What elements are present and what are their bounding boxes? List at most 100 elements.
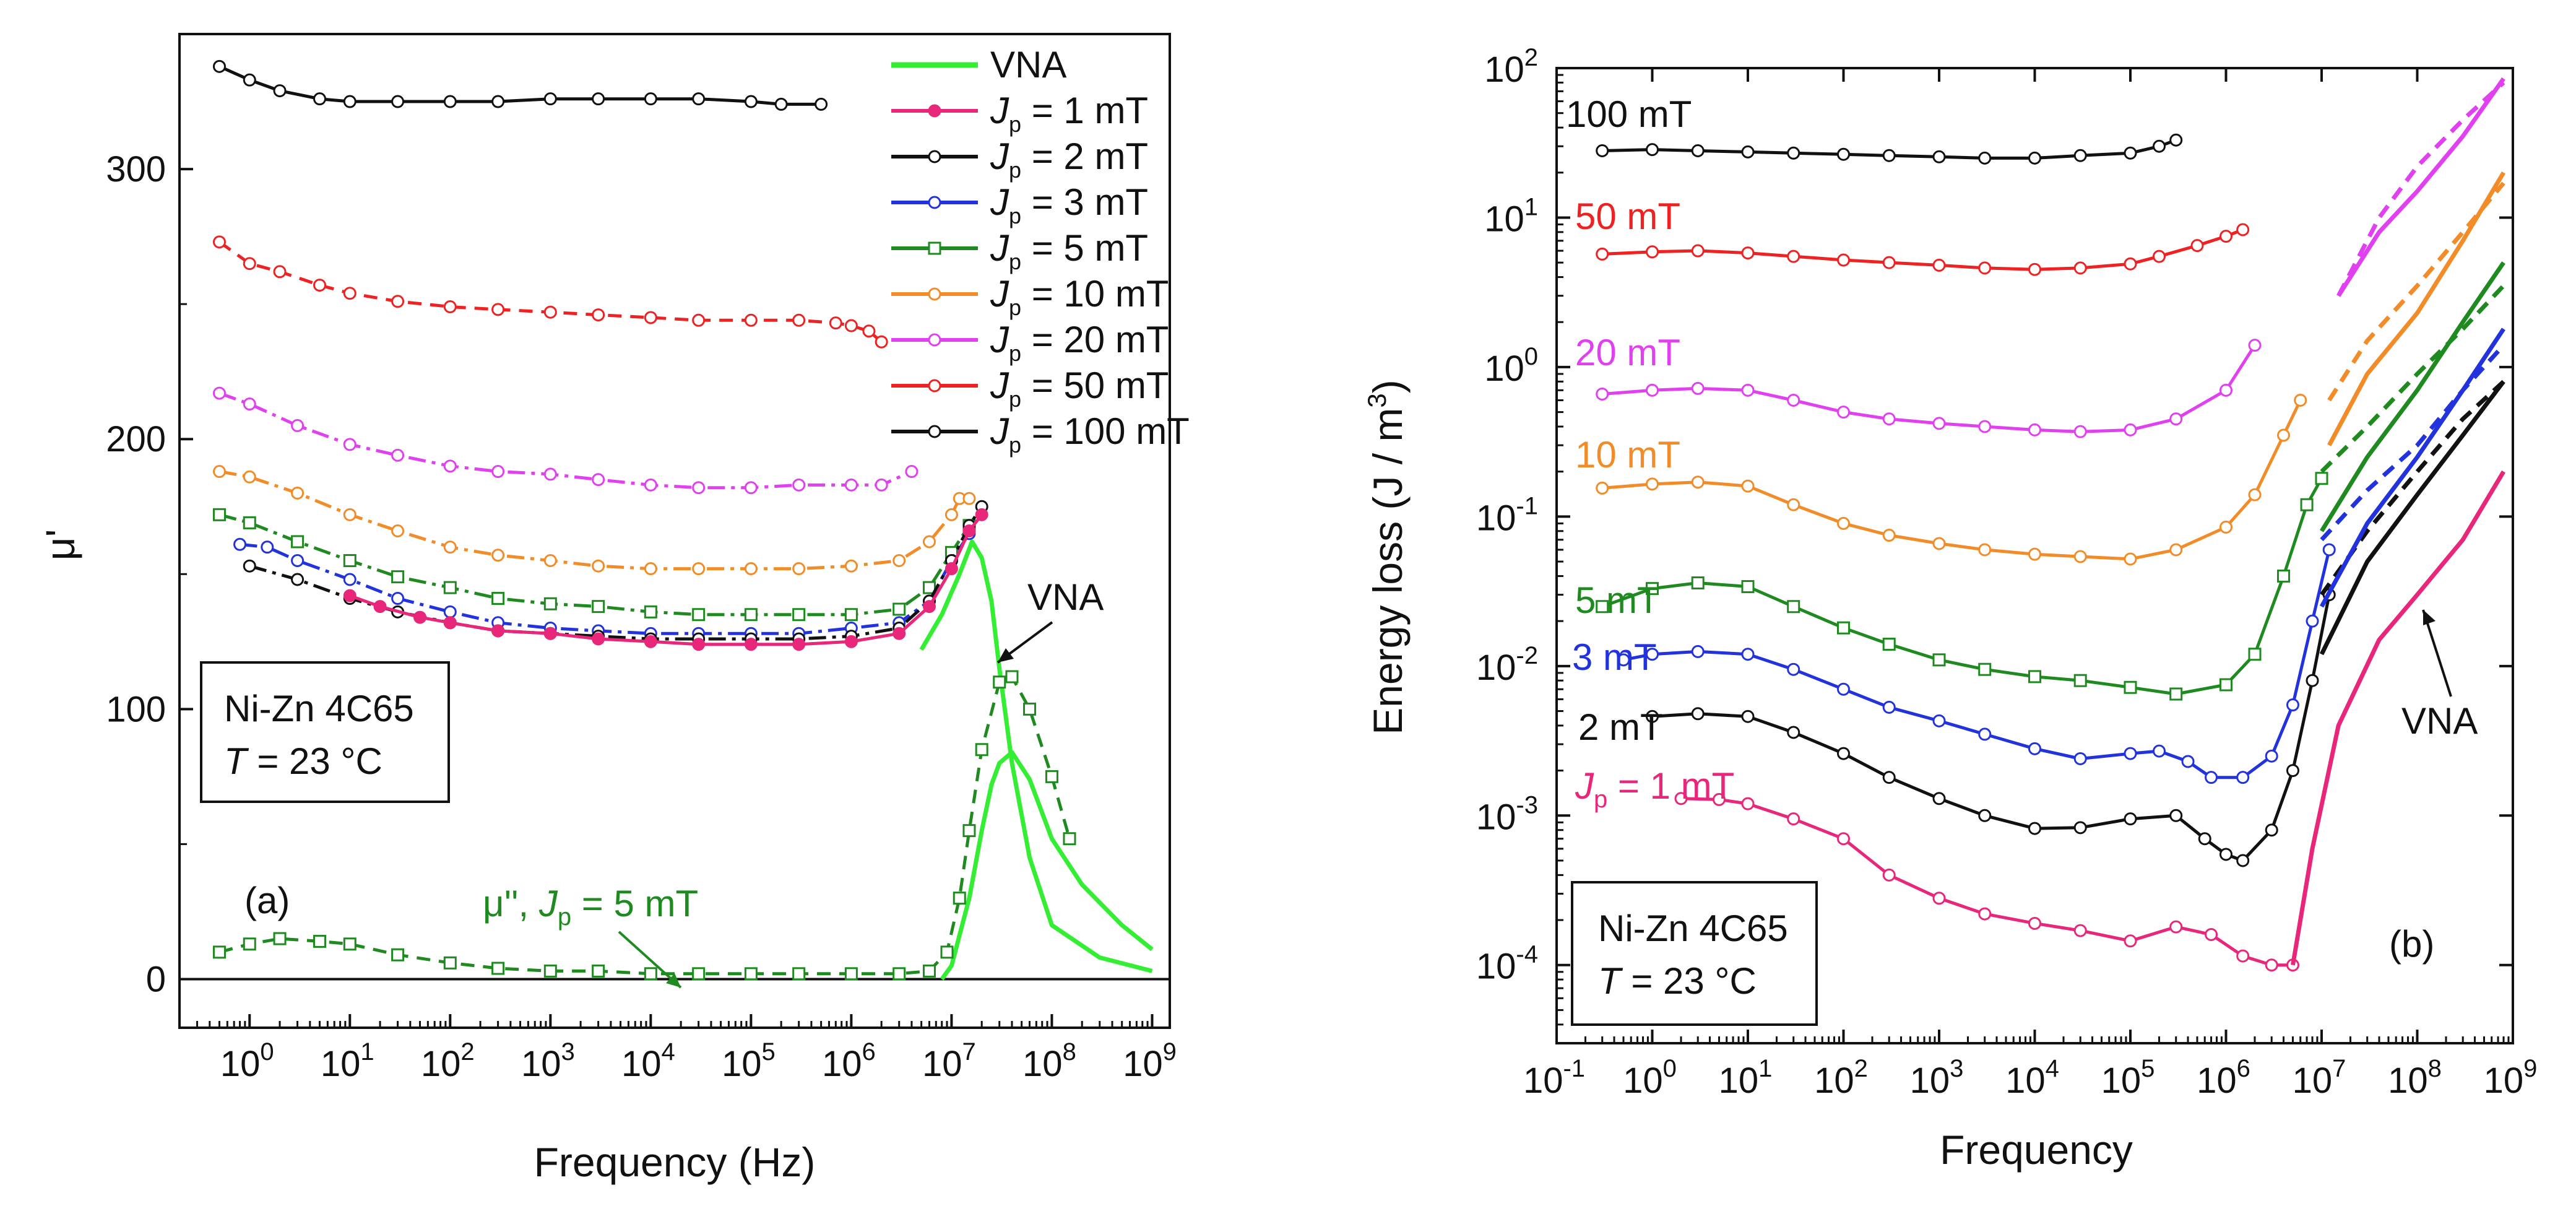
b-point-50-mt-7 — [1932, 258, 1946, 272]
a-point-jp-50-mt-9 — [592, 308, 605, 322]
b-series-10-vna-5-mt — [2320, 284, 2505, 474]
a-x-tick-label-0-exponent: 0 — [260, 1038, 274, 1066]
b-series-3-10-mt — [1596, 393, 2307, 566]
a-point-jp-5-mt-21 — [993, 675, 1006, 689]
b-point-2-mt-10 — [2124, 812, 2137, 826]
a-point-jp-5-mt-7 — [491, 961, 505, 975]
a-series-jp-2-mt — [243, 500, 988, 646]
b-point-10-mt-3 — [1741, 479, 1755, 493]
b-x-tick-label-9: 109 — [2484, 1055, 2538, 1101]
a-point-jp-5-mt-6 — [443, 956, 457, 970]
b-point-3-mt-14 — [2205, 771, 2218, 784]
panel-b-y-axis-label-sup: 3 — [1362, 393, 1391, 407]
a-legend-rest-4: = 5 mT — [1021, 227, 1148, 269]
panel-a-x-ticks: 100 101 102 103 104 105 106 107 108 109 — [178, 1014, 1177, 1084]
a-point-jp-20-mt-5 — [443, 459, 457, 473]
b-point-3-mt-2 — [1691, 645, 1705, 658]
panel-a-vna-arrow — [996, 621, 1053, 664]
b-x-tick-label-0: 100 — [1623, 1055, 1677, 1101]
a-x-tick-label-2-exponent: 2 — [460, 1038, 474, 1066]
a-point-jp-100-mt-13 — [774, 97, 788, 111]
b-x-tick-label-1: 101 — [1719, 1055, 1773, 1101]
a-legend-sub-6: p — [1009, 341, 1021, 366]
b-y-tick-label--1-base: 10 — [1476, 498, 1516, 538]
b-point-50-mt-4 — [1787, 250, 1800, 263]
a-point-jp-50-mt-17 — [875, 335, 888, 349]
a-point-jp-1-mt-5 — [543, 627, 557, 640]
a-x-tick-label-2-base: 10 — [421, 1044, 461, 1084]
a-x-tick-label-9-base: 10 — [1123, 1044, 1163, 1084]
b-point-2-mt-3 — [1787, 726, 1800, 739]
b-y-tick-label--2-exponent: -2 — [1516, 642, 1538, 669]
b-y-tick-label-2: 102 — [1484, 44, 1538, 90]
panel-b-plot-area — [1596, 77, 2506, 972]
a-point-jp-1-mt-1 — [373, 600, 387, 614]
a-legend-var-8: J — [990, 410, 1009, 452]
a-point-jp-5-mt-10 — [692, 608, 706, 622]
a-legend-rest-7: = 50 mT — [1021, 365, 1169, 406]
b-point-5-mt-4 — [1787, 600, 1800, 614]
b-point-jp-1-mt-7 — [1978, 907, 1992, 921]
a-legend-rest-6: = 20 mT — [1021, 319, 1169, 360]
a-point-jp-20-mt-2 — [291, 419, 305, 432]
b-point-20-mt-3 — [1741, 383, 1755, 397]
panel-a-y-ticks: 0 100 200 300 — [106, 33, 193, 999]
b-x-tick-label-3-base: 10 — [1910, 1061, 1950, 1101]
b-point-jp-1-mt-13 — [2236, 949, 2250, 963]
b-point-3-mt-18 — [2306, 614, 2319, 628]
b-point-100-mt-13 — [2169, 133, 2183, 147]
a-x-tick-label-3: 103 — [521, 1038, 575, 1084]
a-point-jp-5-mt-24 — [1045, 770, 1058, 783]
b-line-7-jp-1-mt — [1680, 797, 2293, 967]
a-point-jp-100-mt-6 — [443, 95, 457, 108]
a-y-tick-label-0: 0 — [146, 959, 166, 999]
b-point-10-mt-1 — [1646, 477, 1659, 491]
b-point-2-mt-0 — [1646, 710, 1659, 723]
panel-a-info-temp-var: T — [224, 740, 249, 782]
curve-label-1mT-var: J — [1575, 765, 1594, 807]
b-point-2-mt-14 — [2236, 854, 2250, 867]
b-point-3-mt-1 — [1646, 648, 1659, 661]
a-x-tick-label-8-base: 10 — [1022, 1044, 1063, 1084]
b-point-3-mt-19 — [2322, 543, 2336, 557]
a-x-tick-label-2: 102 — [421, 1038, 475, 1084]
a-point-jp-1-mt-12 — [893, 627, 906, 640]
b-point-100-mt-11 — [2124, 146, 2137, 160]
b-point-20-mt-10 — [2073, 425, 2087, 438]
b-x-tick-label-8-exponent: 8 — [2428, 1055, 2442, 1082]
b-point-5-mt-17 — [2315, 472, 2328, 485]
b-point-20-mt-6 — [1882, 412, 1896, 426]
b-line-15-vna-5-mt — [2320, 261, 2505, 532]
a-point-jp-5-mt-19 — [962, 824, 976, 838]
a-x-tick-label-5-exponent: 5 — [762, 1038, 776, 1066]
curve-label-1mT-rest: = 1 mT — [1607, 765, 1734, 807]
b-point-5-mt-14 — [2248, 648, 2262, 661]
a-point-jp-50-mt-4 — [343, 287, 357, 300]
a-point-jp-3-mt-4 — [391, 592, 405, 606]
b-point-5-mt-5 — [1837, 621, 1850, 635]
a-x-tick-label-8-exponent: 8 — [1063, 1038, 1076, 1066]
b-series-7-jp-1-mt — [1674, 792, 2299, 972]
a-point-jp-5-mt-15 — [922, 581, 936, 594]
a-point-jp-100-mt-0 — [212, 59, 226, 73]
b-y-tick-label--3: 10-3 — [1476, 791, 1538, 837]
a-series-jp-10-mt — [212, 465, 976, 576]
a-point-jp-5-mt-14 — [844, 967, 858, 981]
a-legend-var-3: J — [990, 181, 1009, 223]
a-point-jp-10-mt-8 — [592, 559, 605, 573]
a-point-jp-5-mt-9 — [592, 964, 605, 978]
b-point-2-mt-12 — [2198, 832, 2211, 846]
b-y-tick-label-0: 100 — [1484, 343, 1538, 389]
b-point-100-mt-0 — [1596, 144, 1609, 157]
a-legend-sub-8: p — [1009, 432, 1021, 458]
b-point-3-mt-0 — [1617, 653, 1630, 667]
a-legend-label-5: Jp = 10 mT — [990, 273, 1169, 320]
b-series-18-vna-1-mt — [2291, 470, 2506, 966]
a-legend-sub-4: p — [1009, 249, 1021, 274]
a-x-tick-label-1-base: 10 — [321, 1044, 361, 1084]
a-point-jp-5-mt-0 — [212, 945, 226, 959]
a-x-tick-label-9: 109 — [1123, 1038, 1177, 1084]
b-x-tick-label-0-exponent: 0 — [1663, 1055, 1677, 1082]
a-legend-rest-2: = 2 mT — [1021, 136, 1148, 177]
